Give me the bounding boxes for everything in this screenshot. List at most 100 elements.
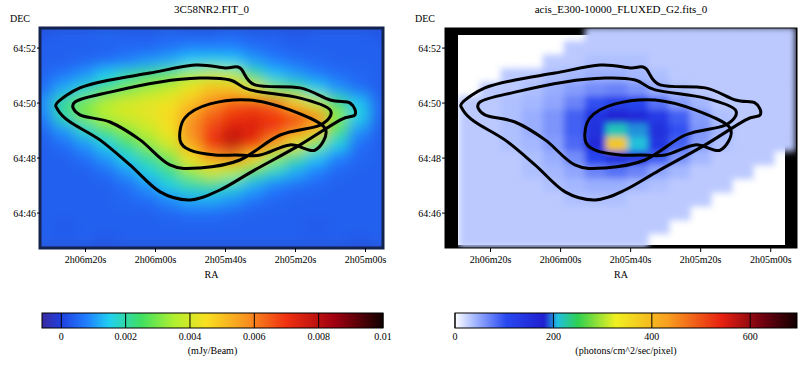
y-tick: [442, 103, 445, 104]
cell: [348, 178, 370, 192]
cell: [222, 110, 244, 124]
cell: [690, 192, 712, 206]
cell: [774, 68, 796, 82]
cell: [543, 110, 565, 124]
cell: [690, 165, 712, 179]
cell: [117, 137, 139, 151]
cell: [201, 123, 223, 137]
cell: [522, 178, 544, 192]
cell: [369, 28, 383, 42]
cell: [201, 206, 223, 220]
cell: [54, 165, 76, 179]
cell: [585, 178, 607, 192]
cell: [348, 192, 370, 206]
cell: [669, 192, 691, 206]
cell: [648, 41, 670, 55]
cell: [648, 123, 670, 137]
cell: [543, 206, 565, 220]
y-tick: [37, 103, 40, 104]
cell: [159, 28, 181, 42]
cell: [201, 137, 223, 151]
cell: [501, 178, 523, 192]
cell: [285, 178, 307, 192]
cell: [627, 137, 649, 151]
cell: [40, 82, 54, 96]
cell: [732, 165, 754, 179]
colorbar-tick-label: 0.01: [374, 331, 392, 342]
y-tick: [37, 213, 40, 214]
cell: [327, 165, 349, 179]
cell: [117, 110, 139, 124]
cell: [117, 55, 139, 69]
cell: [348, 151, 370, 165]
cell: [96, 192, 118, 206]
cell: [543, 96, 565, 110]
cell: [369, 68, 383, 82]
cell: [669, 110, 691, 124]
cell: [54, 41, 76, 55]
cell: [138, 110, 160, 124]
cell: [627, 123, 649, 137]
cell: [564, 206, 586, 220]
cell: [369, 55, 383, 69]
cell: [138, 123, 160, 137]
cell: [369, 82, 383, 96]
x-tick: [770, 248, 771, 252]
cell: [627, 206, 649, 220]
colorbar-tick-label: 0.004: [179, 331, 202, 342]
cell: [180, 178, 202, 192]
cell: [54, 55, 76, 69]
cell: [606, 28, 628, 42]
cell: [40, 206, 54, 220]
cell: [480, 233, 502, 247]
cell: [606, 41, 628, 55]
cell: [753, 123, 775, 137]
x-tick-label: 2h05m40s: [610, 254, 652, 265]
cell: [40, 123, 54, 137]
cell: [501, 233, 523, 247]
cell: [222, 137, 244, 151]
cell: [774, 28, 796, 42]
cell: [564, 220, 586, 234]
cell: [606, 110, 628, 124]
cell: [201, 220, 223, 234]
cell: [459, 165, 481, 179]
plot-area: [459, 28, 796, 248]
cell: [264, 178, 286, 192]
y-tick: [442, 213, 445, 214]
x-tick-label: 2h06m20s: [65, 254, 107, 265]
cells: [40, 28, 383, 248]
cell: [459, 192, 481, 206]
cell: [285, 28, 307, 42]
cell: [480, 165, 502, 179]
cell: [606, 68, 628, 82]
cell: [543, 233, 565, 247]
cell: [690, 55, 712, 69]
cell: [522, 206, 544, 220]
y-tick: [37, 158, 40, 159]
cell: [732, 151, 754, 165]
x-tick: [630, 248, 631, 252]
cell: [222, 123, 244, 137]
cell: [159, 233, 181, 247]
cell: [648, 28, 670, 42]
y-tick: [37, 48, 40, 49]
cell: [138, 55, 160, 69]
colorbar-tick: [553, 313, 554, 328]
cell: [138, 192, 160, 206]
cell: [54, 233, 76, 247]
cell: [732, 82, 754, 96]
cell: [243, 41, 265, 55]
cell: [75, 178, 97, 192]
contour: [180, 100, 326, 156]
cell: [75, 165, 97, 179]
cell: [138, 28, 160, 42]
cell: [501, 165, 523, 179]
colorbar-tick: [383, 313, 384, 328]
colorbar-tick: [455, 313, 456, 328]
y-tick-label: 64:52: [13, 43, 36, 54]
cell: [54, 137, 76, 151]
cell: [606, 206, 628, 220]
cell: [96, 165, 118, 179]
x-tick-label: 2h06m20s: [470, 254, 512, 265]
